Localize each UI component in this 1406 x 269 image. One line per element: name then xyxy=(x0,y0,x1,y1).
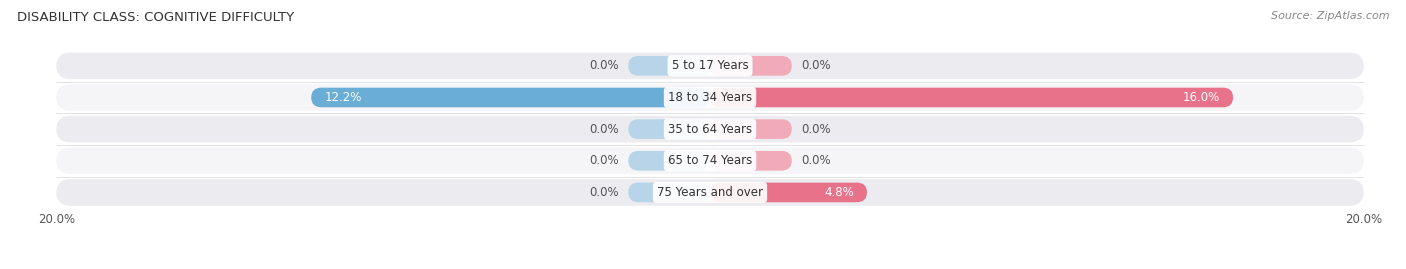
Text: Source: ZipAtlas.com: Source: ZipAtlas.com xyxy=(1271,11,1389,21)
FancyBboxPatch shape xyxy=(56,84,1364,111)
Text: 0.0%: 0.0% xyxy=(801,59,831,72)
Text: 0.0%: 0.0% xyxy=(801,154,831,167)
Text: 0.0%: 0.0% xyxy=(589,186,619,199)
FancyBboxPatch shape xyxy=(628,119,710,139)
FancyBboxPatch shape xyxy=(311,88,710,107)
FancyBboxPatch shape xyxy=(710,183,868,202)
Text: 5 to 17 Years: 5 to 17 Years xyxy=(672,59,748,72)
FancyBboxPatch shape xyxy=(710,56,792,76)
FancyBboxPatch shape xyxy=(628,56,710,76)
Text: 12.2%: 12.2% xyxy=(325,91,361,104)
FancyBboxPatch shape xyxy=(628,151,710,171)
Text: 35 to 64 Years: 35 to 64 Years xyxy=(668,123,752,136)
FancyBboxPatch shape xyxy=(628,183,710,202)
Text: DISABILITY CLASS: COGNITIVE DIFFICULTY: DISABILITY CLASS: COGNITIVE DIFFICULTY xyxy=(17,11,294,24)
Text: 65 to 74 Years: 65 to 74 Years xyxy=(668,154,752,167)
FancyBboxPatch shape xyxy=(710,119,792,139)
FancyBboxPatch shape xyxy=(56,116,1364,142)
Text: 0.0%: 0.0% xyxy=(589,154,619,167)
FancyBboxPatch shape xyxy=(710,88,1233,107)
Text: 16.0%: 16.0% xyxy=(1182,91,1220,104)
Text: 0.0%: 0.0% xyxy=(589,123,619,136)
Text: 4.8%: 4.8% xyxy=(824,186,853,199)
Text: 75 Years and over: 75 Years and over xyxy=(657,186,763,199)
Legend: Male, Female: Male, Female xyxy=(643,266,778,269)
FancyBboxPatch shape xyxy=(56,179,1364,206)
Text: 0.0%: 0.0% xyxy=(589,59,619,72)
FancyBboxPatch shape xyxy=(56,52,1364,79)
Text: 18 to 34 Years: 18 to 34 Years xyxy=(668,91,752,104)
Text: 0.0%: 0.0% xyxy=(801,123,831,136)
FancyBboxPatch shape xyxy=(710,151,792,171)
FancyBboxPatch shape xyxy=(56,147,1364,174)
